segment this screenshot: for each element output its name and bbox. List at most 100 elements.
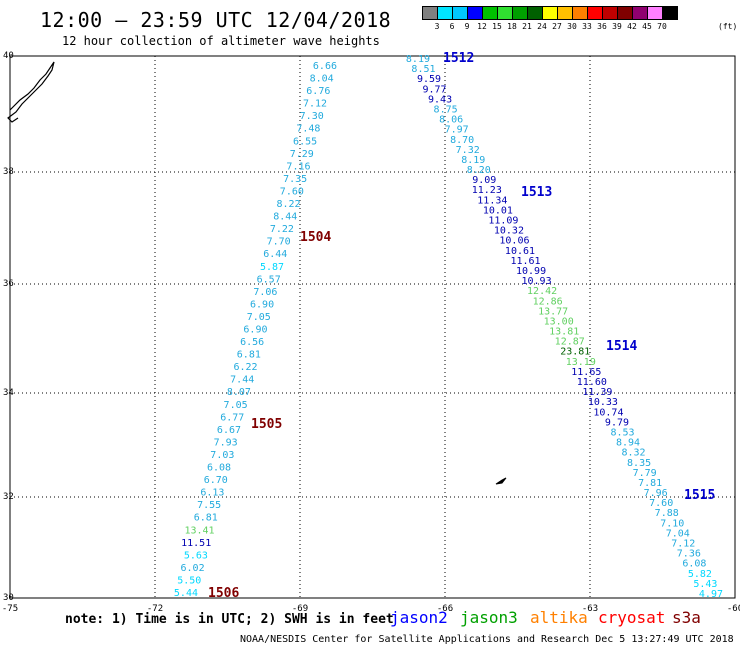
swh-label: 6.57 xyxy=(257,274,281,285)
scale-label: 39 xyxy=(612,22,622,31)
scale-label: 21 xyxy=(522,22,532,31)
swh-label: 8.51 xyxy=(411,64,435,75)
swh-label: 7.44 xyxy=(230,375,254,386)
lon-label: -66 xyxy=(437,604,453,614)
swh-label: 11.39 xyxy=(582,387,612,398)
lat-label: 34 xyxy=(3,388,14,398)
swh-label: 8.94 xyxy=(616,438,640,449)
scale-label: 27 xyxy=(552,22,562,31)
swh-label: 10.32 xyxy=(494,226,524,237)
swh-label: 6.44 xyxy=(263,249,287,260)
lat-label: 36 xyxy=(3,279,14,289)
swh-label: 7.36 xyxy=(677,549,701,560)
swh-label: 8.19 xyxy=(461,155,485,166)
scale-label: 24 xyxy=(537,22,547,31)
swh-label: 8.75 xyxy=(434,104,458,115)
map-title: 12:00 – 23:59 UTC 12/04/2018 xyxy=(40,8,392,32)
swh-label: 7.35 xyxy=(283,174,307,185)
scale-label: 45 xyxy=(642,22,652,31)
swh-label: 11.65 xyxy=(571,367,601,378)
lon-label: -75 xyxy=(2,604,18,614)
swh-label: 13.77 xyxy=(538,306,568,317)
swh-label: 6.22 xyxy=(233,362,257,373)
pass-id-label: 1512 xyxy=(443,51,474,66)
swh-label: 6.90 xyxy=(250,299,274,310)
legend-jason3: jason3 xyxy=(460,608,518,627)
swh-label: 6.08 xyxy=(207,463,231,474)
swh-label: 9.59 xyxy=(417,74,441,85)
swh-label: 12.42 xyxy=(527,286,557,297)
swh-label: 8.53 xyxy=(610,427,634,438)
pass-id-label: 1506 xyxy=(208,586,239,601)
swh-label: 8.44 xyxy=(273,212,297,223)
lon-label: -60 xyxy=(727,604,740,614)
swh-label: 6.13 xyxy=(200,488,224,499)
swh-label: 8.32 xyxy=(622,448,646,459)
swh-label: 5.82 xyxy=(688,569,712,580)
pass-id-label: 1504 xyxy=(300,230,331,245)
swh-label: 7.10 xyxy=(660,518,684,529)
swh-label: 7.22 xyxy=(270,224,294,235)
swh-label: 7.60 xyxy=(280,186,304,197)
swh-label: 9.79 xyxy=(605,417,629,428)
swh-label: 12.86 xyxy=(533,296,563,307)
swh-label: 10.74 xyxy=(593,407,623,418)
swh-label: 13.41 xyxy=(184,525,214,536)
swh-label: 7.79 xyxy=(633,468,657,479)
swh-label: 9.09 xyxy=(472,175,496,186)
swh-label: 23.81 xyxy=(560,347,590,358)
swh-label: 10.06 xyxy=(499,236,529,247)
scale-label: 36 xyxy=(597,22,607,31)
swh-label: 10.93 xyxy=(522,276,552,287)
lon-label: -63 xyxy=(582,604,598,614)
swh-label: 5.87 xyxy=(260,262,284,273)
swh-label: 7.12 xyxy=(671,539,695,550)
swh-label: 12.87 xyxy=(555,337,585,348)
swh-label: 13.00 xyxy=(544,316,574,327)
swh-label: 8.06 xyxy=(439,115,463,126)
legend-s3a: s3a xyxy=(672,608,701,627)
swh-label: 7.96 xyxy=(644,488,668,499)
swh-label: 5.44 xyxy=(174,588,198,599)
scale-label: 3 xyxy=(434,22,440,31)
swh-label: 7.03 xyxy=(210,450,234,461)
swh-label: 6.55 xyxy=(293,136,317,147)
scale-label: 42 xyxy=(627,22,637,31)
swh-label: 8.70 xyxy=(450,135,474,146)
swh-label: 7.29 xyxy=(290,149,314,160)
swh-label: 8.22 xyxy=(277,199,301,210)
island-bermuda xyxy=(495,477,507,485)
swh-label: 6.56 xyxy=(240,337,264,348)
swh-label: 10.99 xyxy=(516,266,546,277)
swh-label: 13.81 xyxy=(549,327,579,338)
swh-label: 8.20 xyxy=(467,165,491,176)
swh-label: 10.33 xyxy=(588,397,618,408)
swh-label: 7.30 xyxy=(300,111,324,122)
legend-altika: altika xyxy=(530,608,588,627)
swh-label: 7.04 xyxy=(666,528,690,539)
swh-label: 4.97 xyxy=(699,589,723,600)
swh-label: 11.09 xyxy=(488,216,518,227)
swh-label: 11.23 xyxy=(472,185,502,196)
scale-label: 12 xyxy=(477,22,487,31)
swh-label: 7.05 xyxy=(247,312,271,323)
map-frame xyxy=(9,55,736,599)
swh-label: 11.61 xyxy=(510,256,540,267)
note-text: note: 1) Time is in UTC; 2) SWH is in fe… xyxy=(65,612,394,627)
swh-label: 13.19 xyxy=(566,357,596,368)
pass-id-label: 1515 xyxy=(684,488,715,503)
swh-label: 7.06 xyxy=(253,287,277,298)
swh-label: 11.34 xyxy=(477,195,507,206)
swh-label: 6.70 xyxy=(204,475,228,486)
swh-label: 6.02 xyxy=(181,563,205,574)
swh-label: 8.04 xyxy=(310,74,334,85)
swh-label: 10.61 xyxy=(505,246,535,257)
swh-label: 7.60 xyxy=(649,498,673,509)
lon-label: -72 xyxy=(147,604,163,614)
swh-label: 11.60 xyxy=(577,377,607,388)
scale-label: 30 xyxy=(567,22,577,31)
swh-label: 5.63 xyxy=(184,550,208,561)
credit-line: NOAA/NESDIS Center for Satellite Applica… xyxy=(240,634,734,645)
swh-label: 6.81 xyxy=(237,350,261,361)
